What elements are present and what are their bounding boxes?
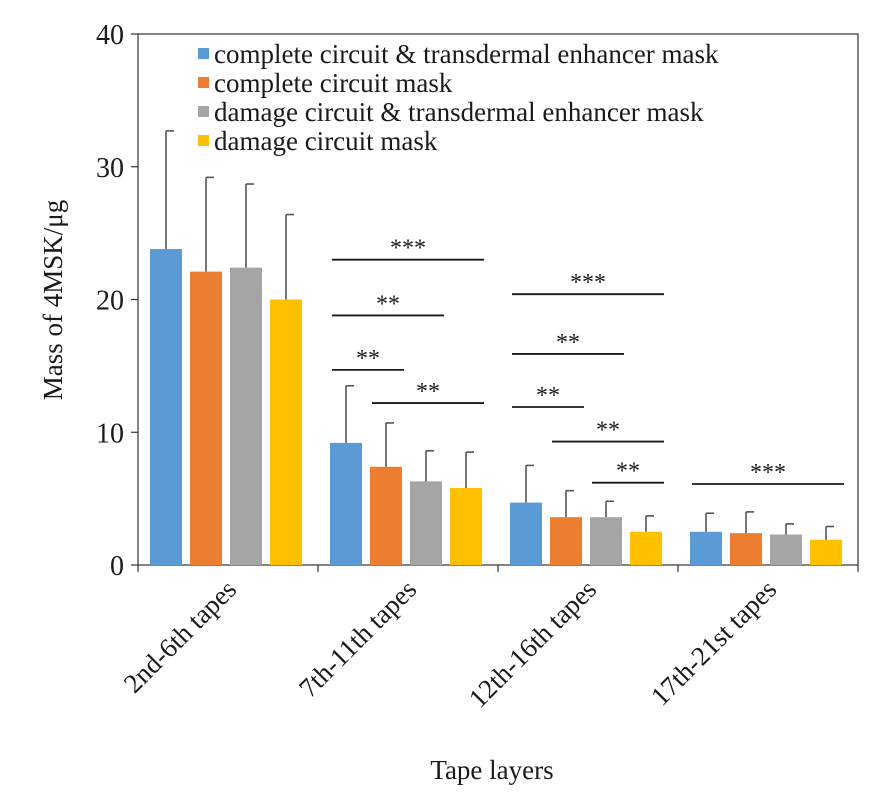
significance-label: ** — [356, 346, 380, 372]
bar — [270, 299, 302, 565]
bar — [510, 502, 542, 565]
bar — [150, 249, 182, 565]
y-tick-label: 40 — [96, 20, 124, 51]
significance-label: ** — [596, 418, 620, 444]
significance-label: ** — [616, 459, 640, 485]
legend-swatch — [198, 48, 209, 59]
x-tick-label: 17th-21st tapes — [645, 574, 782, 711]
x-tick-label: 12th-16th tapes — [463, 574, 602, 713]
significance-label: ** — [416, 379, 440, 405]
significance-label: ** — [536, 383, 560, 409]
legend-label: damage circuit & transdermal enhancer ma… — [214, 97, 704, 127]
y-tick-label: 0 — [110, 551, 124, 582]
legend-swatch — [198, 106, 209, 117]
bar — [810, 539, 842, 565]
bar — [450, 488, 482, 565]
bar — [410, 481, 442, 565]
bar — [190, 271, 222, 565]
x-tick-label: 2nd-6th tapes — [118, 574, 243, 699]
y-tick-label: 30 — [96, 153, 124, 184]
x-tick-label: 7th-11th tapes — [293, 574, 422, 703]
legend-label: complete circuit & transdermal enhancer … — [214, 39, 719, 69]
significance-label: ** — [556, 330, 580, 356]
x-axis-label: Tape layers — [430, 755, 553, 785]
y-tick-label: 10 — [96, 418, 124, 449]
y-tick-label: 20 — [96, 286, 124, 317]
bar — [690, 531, 722, 565]
bar — [230, 267, 262, 565]
legend-label: complete circuit mask — [214, 68, 453, 98]
significance-label: *** — [750, 460, 786, 486]
bar — [590, 517, 622, 565]
significance-label: *** — [570, 270, 606, 296]
bar — [770, 534, 802, 565]
bar — [550, 517, 582, 565]
y-axis-label: Mass of 4MSK/μg — [38, 200, 68, 401]
significance-label: *** — [390, 236, 426, 262]
legend-swatch — [198, 77, 209, 88]
bar — [330, 442, 362, 565]
bar — [630, 531, 662, 565]
bar — [370, 466, 402, 565]
bar — [730, 533, 762, 565]
legend-swatch — [198, 135, 209, 146]
significance-label: ** — [376, 291, 400, 317]
legend-label: damage circuit mask — [214, 126, 438, 156]
